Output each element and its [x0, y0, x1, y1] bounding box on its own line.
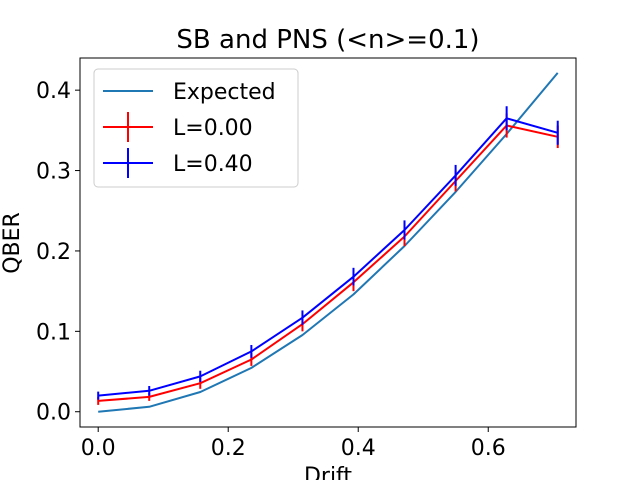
- legend-label-0: Expected: [173, 80, 276, 105]
- legend-box: [93, 68, 299, 188]
- y-tick-label: 0.3: [36, 160, 71, 185]
- y-tick-label: 0.0: [36, 401, 71, 426]
- y-tick-label: 0.1: [36, 320, 71, 345]
- series-line-1: [98, 124, 558, 402]
- x-tick-label: 0.4: [341, 436, 376, 461]
- x-axis-label: Drift: [304, 464, 352, 480]
- legend-label-1: L=0.00: [173, 116, 253, 141]
- x-tick-label: 0.0: [81, 436, 116, 461]
- y-tick-label: 0.2: [36, 240, 71, 265]
- x-axis: 0.0 0.2 0.4 0.6: [81, 427, 506, 461]
- y-axis-label: QBER: [0, 212, 25, 274]
- y-axis: 0.0 0.1 0.2 0.3 0.4: [36, 79, 80, 426]
- plot-area: [97, 72, 559, 413]
- plot-frame: [79, 57, 577, 428]
- y-tick-label: 0.4: [36, 79, 71, 104]
- series-line-2: [98, 117, 558, 397]
- x-tick-label: 0.6: [471, 436, 506, 461]
- x-tick-label: 0.2: [211, 436, 246, 461]
- legend: Expected L=0.00 L=0.40: [93, 68, 299, 188]
- legend-label-2: L=0.40: [173, 152, 253, 177]
- series-line-0: [98, 72, 559, 413]
- chart-title: SB and PNS (<n>=0.1): [176, 25, 479, 55]
